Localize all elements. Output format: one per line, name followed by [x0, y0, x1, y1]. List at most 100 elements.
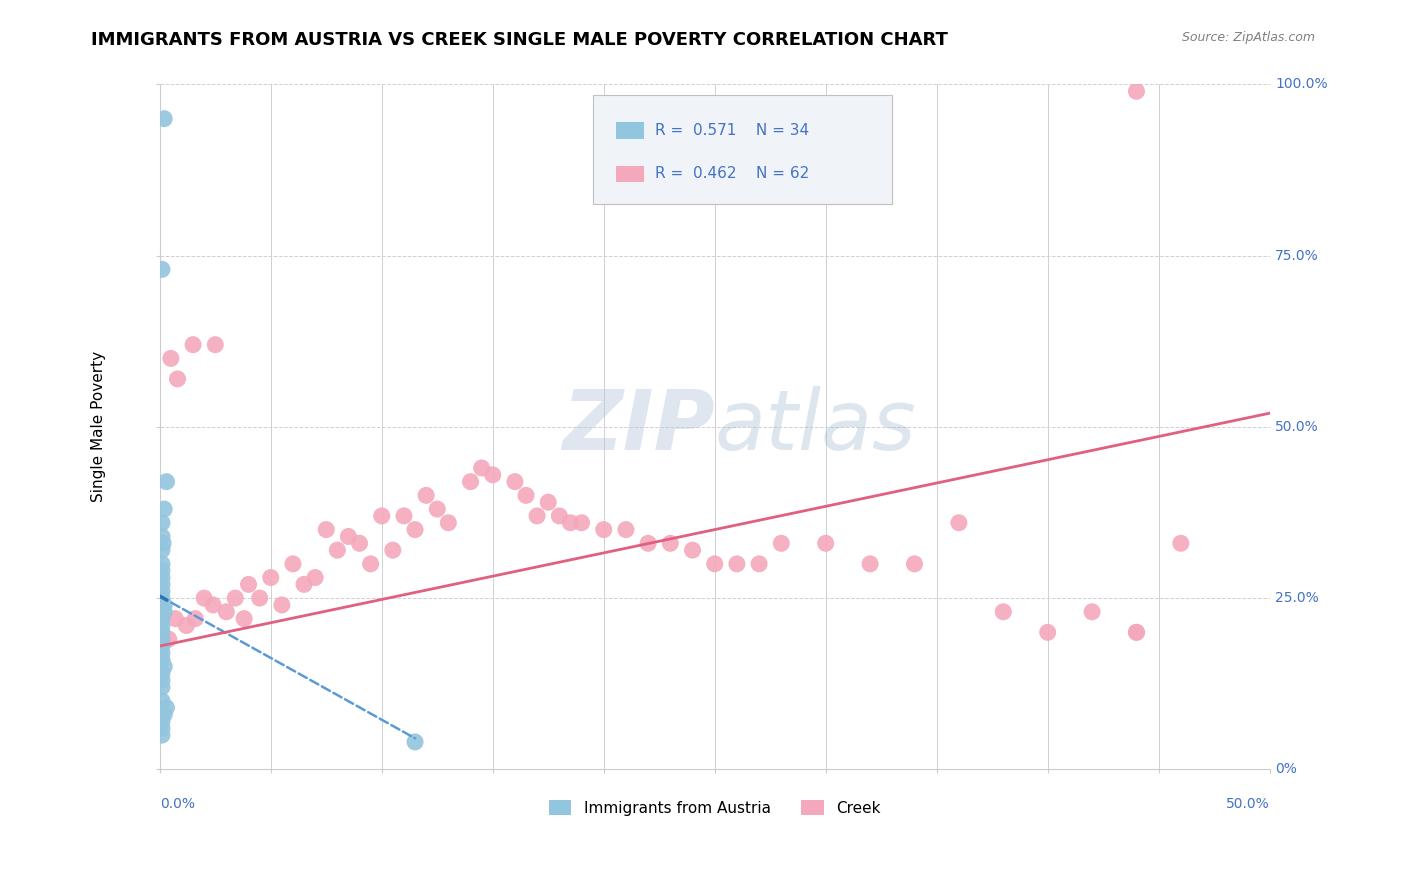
- Point: [814, 536, 837, 550]
- Point: [515, 488, 537, 502]
- Point: [415, 488, 437, 502]
- Point: [150, 591, 173, 606]
- Point: [1170, 536, 1192, 550]
- Point: [150, 557, 173, 571]
- Point: [1125, 625, 1147, 640]
- Point: [150, 529, 173, 543]
- Point: [703, 557, 725, 571]
- Point: [176, 618, 198, 632]
- Point: [238, 577, 260, 591]
- Point: [460, 475, 482, 489]
- Point: [337, 529, 360, 543]
- Point: [270, 598, 292, 612]
- Text: atlas: atlas: [714, 386, 917, 467]
- Point: [165, 612, 187, 626]
- Point: [150, 646, 173, 660]
- Point: [150, 612, 173, 626]
- Point: [682, 543, 704, 558]
- Point: [150, 584, 173, 599]
- Point: [993, 605, 1015, 619]
- Point: [215, 605, 238, 619]
- Point: [150, 618, 173, 632]
- Text: R =  0.571    N = 34: R = 0.571 N = 34: [655, 123, 808, 138]
- Point: [1125, 625, 1147, 640]
- Point: [592, 523, 614, 537]
- Point: [381, 543, 404, 558]
- Point: [150, 639, 173, 653]
- Point: [859, 557, 882, 571]
- Point: [1036, 625, 1059, 640]
- Point: [360, 557, 382, 571]
- Point: [181, 337, 204, 351]
- FancyBboxPatch shape: [614, 164, 644, 182]
- Point: [281, 557, 304, 571]
- Point: [150, 262, 173, 277]
- Point: [202, 598, 225, 612]
- Point: [153, 605, 176, 619]
- Point: [150, 570, 173, 584]
- Point: [193, 591, 215, 606]
- Point: [153, 707, 176, 722]
- Point: [471, 461, 494, 475]
- Text: Single Male Poverty: Single Male Poverty: [91, 351, 107, 502]
- Text: IMMIGRANTS FROM AUSTRIA VS CREEK SINGLE MALE POVERTY CORRELATION CHART: IMMIGRANTS FROM AUSTRIA VS CREEK SINGLE …: [91, 31, 948, 49]
- Text: 50.0%: 50.0%: [1275, 420, 1319, 434]
- Point: [725, 557, 748, 571]
- Point: [150, 632, 173, 647]
- Point: [150, 680, 173, 694]
- Point: [153, 598, 176, 612]
- Point: [260, 570, 283, 584]
- Point: [903, 557, 925, 571]
- Point: [349, 536, 371, 550]
- Point: [224, 591, 246, 606]
- Point: [326, 543, 349, 558]
- Point: [150, 577, 173, 591]
- Text: 25.0%: 25.0%: [1275, 591, 1319, 605]
- Text: ZIP: ZIP: [562, 386, 714, 467]
- Point: [150, 721, 173, 735]
- Text: 0.0%: 0.0%: [160, 797, 195, 811]
- Point: [770, 536, 793, 550]
- Point: [537, 495, 560, 509]
- Point: [150, 516, 173, 530]
- Point: [748, 557, 770, 571]
- Text: R =  0.462    N = 62: R = 0.462 N = 62: [655, 166, 808, 181]
- Point: [150, 694, 173, 708]
- Point: [152, 536, 174, 550]
- Point: [426, 502, 449, 516]
- Text: Source: ZipAtlas.com: Source: ZipAtlas.com: [1181, 31, 1315, 45]
- Point: [548, 508, 571, 523]
- Point: [166, 372, 188, 386]
- Point: [404, 523, 426, 537]
- Point: [233, 612, 256, 626]
- Point: [153, 502, 176, 516]
- Point: [404, 735, 426, 749]
- Point: [150, 728, 173, 742]
- Text: 50.0%: 50.0%: [1226, 797, 1270, 811]
- Point: [204, 337, 226, 351]
- Point: [292, 577, 315, 591]
- Point: [315, 523, 337, 537]
- Point: [481, 467, 503, 482]
- Point: [571, 516, 593, 530]
- Point: [614, 523, 637, 537]
- Point: [150, 714, 173, 729]
- Point: [150, 564, 173, 578]
- Text: 100.0%: 100.0%: [1275, 78, 1327, 92]
- Point: [150, 673, 173, 688]
- Point: [503, 475, 526, 489]
- Text: 0%: 0%: [1275, 763, 1298, 776]
- Point: [157, 632, 180, 647]
- Point: [153, 112, 176, 126]
- Legend: Immigrants from Austria, Creek: Immigrants from Austria, Creek: [541, 792, 889, 823]
- Point: [526, 508, 548, 523]
- Point: [150, 653, 173, 667]
- FancyBboxPatch shape: [614, 121, 644, 139]
- Point: [437, 516, 460, 530]
- Point: [392, 508, 415, 523]
- Point: [150, 543, 173, 558]
- Point: [948, 516, 970, 530]
- Point: [155, 475, 177, 489]
- Point: [659, 536, 682, 550]
- FancyBboxPatch shape: [592, 95, 893, 204]
